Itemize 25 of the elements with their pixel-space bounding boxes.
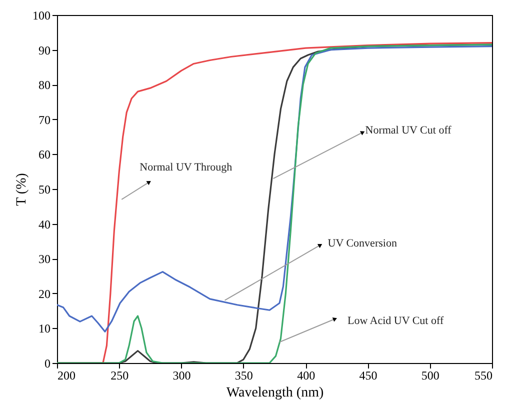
annotation: Normal UV Through: [140, 161, 233, 174]
annotation: Low Acid UV Cut off: [347, 315, 444, 328]
x-tick-label: 350: [234, 368, 253, 382]
y-tick-label: 40: [38, 217, 50, 232]
y-tick-label: 30: [38, 252, 50, 266]
annotation: UV Conversion: [328, 237, 398, 250]
x-tick-label: 550: [474, 368, 492, 382]
x-tick-label: 500: [421, 368, 440, 382]
y-tick-label: 10: [38, 322, 50, 336]
y-tick-label: 50: [38, 182, 50, 196]
y-tick-label: 0: [44, 356, 50, 370]
x-tick-label: 450: [359, 368, 378, 382]
x-tick-label: 250: [110, 368, 129, 382]
y-tick-label: 90: [38, 43, 50, 58]
x-tick-label: 200: [58, 368, 76, 382]
y-tick-label: 100: [32, 8, 50, 22]
x-tick-label: 400: [297, 368, 316, 382]
y-tick-label: 70: [38, 112, 50, 127]
annotation: Normal UV Cut off: [365, 124, 452, 137]
y-tick-label: 60: [38, 148, 50, 162]
x-tick-label: 300: [172, 368, 191, 382]
y-axis-title: T (%): [14, 172, 30, 206]
x-axis-title: Wavelength (nm): [226, 386, 324, 400]
y-tick-label: 80: [38, 78, 50, 92]
y-tick-label: 20: [38, 286, 50, 301]
